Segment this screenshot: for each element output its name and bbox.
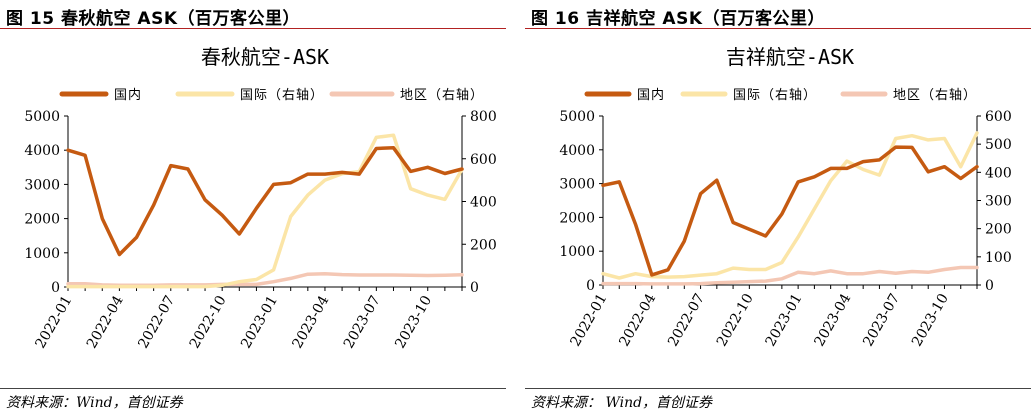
x-tick-label: 2022-07	[135, 293, 178, 351]
series-line-0	[601, 145, 979, 277]
x-tick-label: 2022-04	[616, 291, 659, 349]
x-tick-label: 2023-10	[392, 293, 435, 351]
source-note: 资料来源： Wind，首创证券	[531, 395, 713, 411]
x-tick-label: 2022-01	[33, 293, 76, 351]
y-tick-label-right: 500	[985, 137, 1012, 153]
legend-label-2: 地区（右轴）	[400, 88, 484, 103]
series-line-1	[601, 131, 979, 280]
series-line-0	[66, 146, 464, 257]
y-tick-label-left: 3000	[559, 177, 595, 193]
y-tick-label-right: 200	[470, 237, 497, 253]
y-tick-label-left: 3000	[24, 177, 60, 193]
figure-panel-16: 图 16 吉祥航空 ASK（百万客公里） 吉祥航空-ASK 国内 国际（右轴） 地区（…	[525, 0, 1031, 415]
legend-label-0: 国内	[114, 87, 142, 103]
figure-title: 图 15 春秋航空 ASK（百万客公里）	[6, 9, 300, 29]
x-tick-label: 2023-07	[341, 293, 384, 351]
figure-title: 图 16 吉祥航空 ASK（百万客公里）	[531, 9, 825, 29]
x-tick-label: 2023-01	[238, 293, 281, 351]
y-tick-label-left: 0	[586, 278, 595, 294]
x-tick-label: 2023-04	[289, 293, 332, 351]
legend-label-0: 国内	[637, 87, 665, 103]
y-tick-label-right: 200	[985, 222, 1012, 238]
x-tick-label: 2022-01	[568, 291, 611, 349]
y-tick-label-right: 400	[985, 165, 1012, 181]
y-tick-label-right: 0	[470, 280, 479, 296]
chart-title: 春秋航空-ASK	[201, 45, 329, 69]
legend-label-2: 地区（右轴）	[893, 88, 977, 103]
title-rule	[0, 28, 506, 29]
x-tick-label: 2023-01	[763, 291, 806, 349]
y-tick-label-right: 100	[985, 250, 1012, 266]
y-tick-label-left: 0	[51, 280, 60, 296]
x-tick-label: 2022-10	[714, 291, 757, 349]
legend-label-1: 国际（右轴）	[733, 88, 817, 103]
x-tick-label: 2023-04	[811, 291, 854, 349]
x-tick-label: 2022-07	[665, 291, 708, 349]
x-tick-label: 2022-10	[187, 293, 230, 351]
y-tick-label-right: 0	[985, 278, 994, 294]
figure-panel-15: 图 15 春秋航空 ASK（百万客公里） 春秋航空-ASK 国内 国际（右轴） 地区（…	[0, 0, 506, 415]
source-rule	[0, 388, 506, 389]
chart-title: 吉祥航空-ASK	[726, 45, 854, 69]
title-rule	[525, 28, 1031, 29]
y-tick-label-left: 2000	[559, 210, 595, 226]
y-tick-label-left: 4000	[24, 143, 60, 159]
source-rule	[525, 388, 1031, 389]
y-tick-label-right: 600	[470, 152, 497, 168]
y-tick-label-right: 400	[470, 195, 497, 211]
y-tick-label-right: 300	[985, 194, 1012, 210]
y-tick-label-left: 1000	[559, 244, 595, 260]
x-tick-label: 2023-07	[860, 291, 903, 349]
y-tick-label-left: 5000	[559, 109, 595, 125]
y-tick-label-left: 5000	[24, 109, 60, 125]
y-tick-label-right: 800	[470, 109, 497, 125]
x-tick-label: 2022-04	[84, 293, 127, 351]
series-line-1	[66, 133, 464, 289]
series-line-2	[601, 265, 979, 286]
y-tick-label-right: 600	[985, 109, 1012, 125]
y-tick-label-left: 2000	[24, 212, 60, 228]
legend-label-1: 国际（右轴）	[240, 88, 324, 103]
source-note: 资料来源：Wind，首创证券	[6, 395, 183, 411]
y-tick-label-left: 1000	[24, 246, 60, 262]
y-tick-label-left: 4000	[559, 143, 595, 159]
x-tick-label: 2023-10	[909, 291, 952, 349]
